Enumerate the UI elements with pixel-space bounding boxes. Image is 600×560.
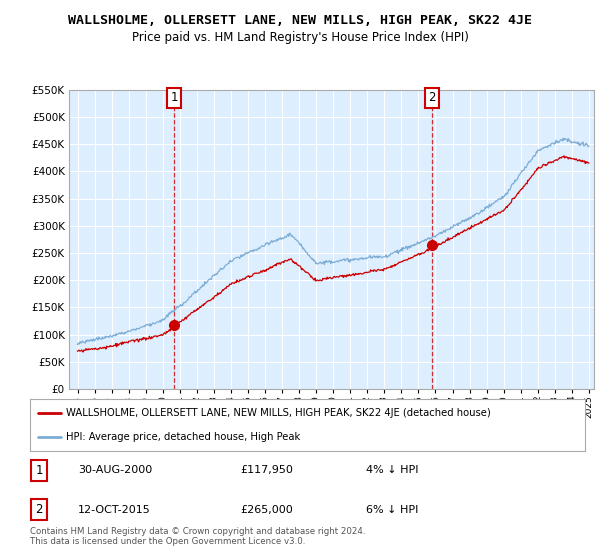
Text: 1: 1 [170, 91, 178, 104]
Text: Contains HM Land Registry data © Crown copyright and database right 2024.
This d: Contains HM Land Registry data © Crown c… [30, 526, 365, 546]
Text: 4% ↓ HPI: 4% ↓ HPI [366, 465, 419, 475]
Text: 30-AUG-2000: 30-AUG-2000 [78, 465, 152, 475]
Text: HPI: Average price, detached house, High Peak: HPI: Average price, detached house, High… [66, 432, 301, 442]
Text: WALLSHOLME, OLLERSETT LANE, NEW MILLS, HIGH PEAK, SK22 4JE (detached house): WALLSHOLME, OLLERSETT LANE, NEW MILLS, H… [66, 408, 491, 418]
Text: 2: 2 [35, 503, 43, 516]
Text: Price paid vs. HM Land Registry's House Price Index (HPI): Price paid vs. HM Land Registry's House … [131, 31, 469, 44]
Text: 6% ↓ HPI: 6% ↓ HPI [366, 505, 418, 515]
Text: 2: 2 [428, 91, 436, 104]
Text: 1: 1 [35, 464, 43, 477]
Text: 12-OCT-2015: 12-OCT-2015 [78, 505, 151, 515]
Text: WALLSHOLME, OLLERSETT LANE, NEW MILLS, HIGH PEAK, SK22 4JE: WALLSHOLME, OLLERSETT LANE, NEW MILLS, H… [68, 14, 532, 27]
Text: £265,000: £265,000 [240, 505, 293, 515]
Text: £117,950: £117,950 [240, 465, 293, 475]
